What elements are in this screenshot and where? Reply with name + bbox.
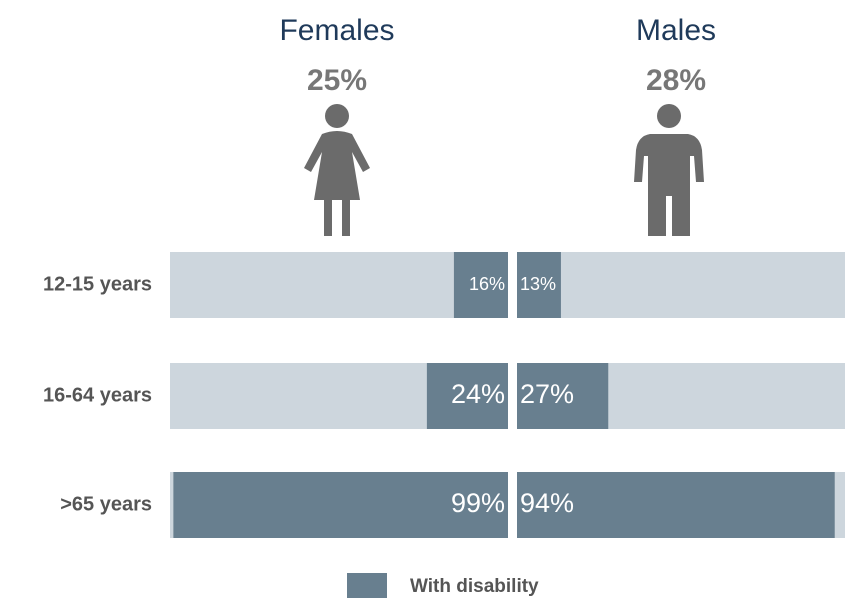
value-label: 16% bbox=[469, 274, 505, 294]
bar-background bbox=[170, 252, 508, 318]
bar bbox=[426, 363, 508, 429]
bar bbox=[173, 472, 508, 538]
group-title: Females bbox=[279, 14, 394, 47]
male-icon bbox=[634, 104, 704, 236]
category-label: 12-15 years bbox=[43, 273, 152, 295]
legend-swatch bbox=[347, 573, 387, 598]
group-total: 28% bbox=[646, 64, 706, 97]
value-label: 27% bbox=[520, 379, 574, 409]
legend-label: With disability bbox=[410, 576, 539, 597]
group-title: Males bbox=[636, 14, 716, 47]
value-label: 99% bbox=[451, 488, 505, 518]
bar bbox=[453, 252, 508, 318]
bar bbox=[517, 252, 561, 318]
value-label: 24% bbox=[451, 379, 505, 409]
group-total: 25% bbox=[307, 64, 367, 97]
bar bbox=[517, 363, 609, 429]
value-label: 13% bbox=[520, 274, 556, 294]
category-label: 16-64 years bbox=[43, 384, 152, 406]
value-label: 94% bbox=[520, 488, 574, 518]
female-icon bbox=[304, 104, 370, 236]
bar-background bbox=[517, 252, 845, 318]
category-label: >65 years bbox=[60, 493, 152, 515]
bar bbox=[517, 472, 835, 538]
